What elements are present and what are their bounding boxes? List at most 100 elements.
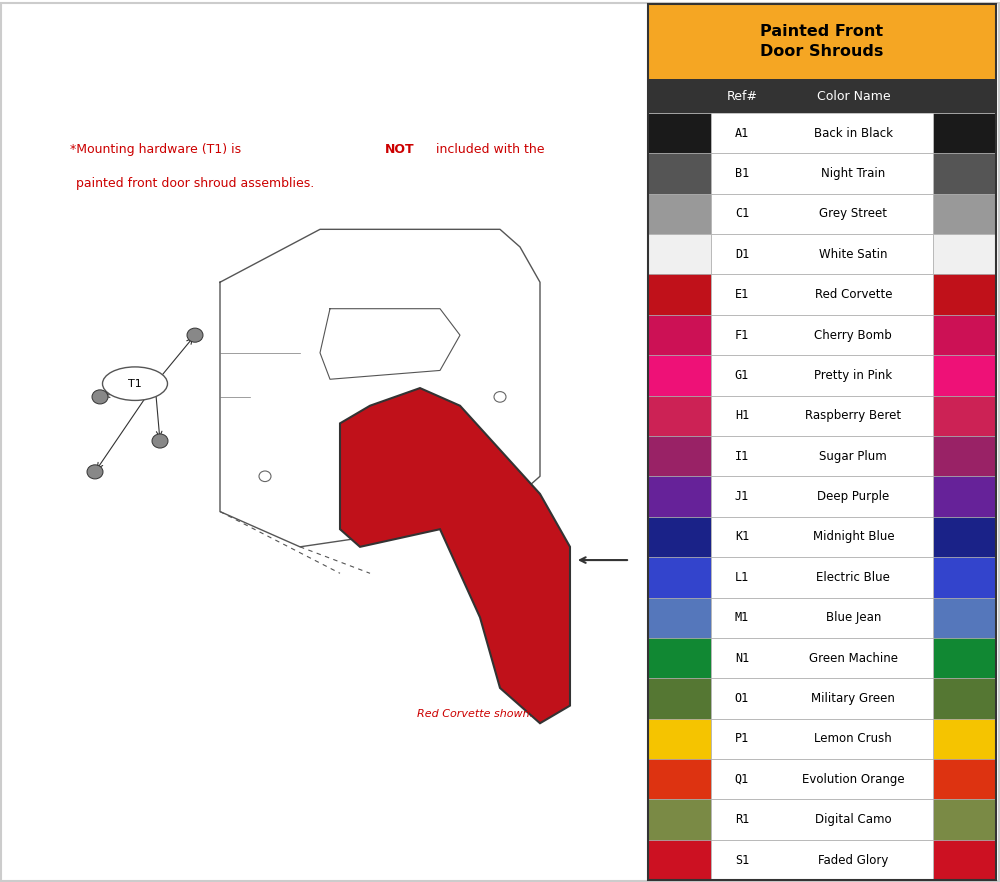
FancyBboxPatch shape xyxy=(711,840,933,880)
FancyBboxPatch shape xyxy=(648,476,711,517)
FancyBboxPatch shape xyxy=(648,638,711,678)
FancyBboxPatch shape xyxy=(933,597,996,638)
Text: Green Machine: Green Machine xyxy=(809,652,898,665)
FancyBboxPatch shape xyxy=(648,719,711,759)
FancyBboxPatch shape xyxy=(711,678,933,719)
FancyBboxPatch shape xyxy=(711,476,933,517)
FancyBboxPatch shape xyxy=(711,234,933,274)
Circle shape xyxy=(92,390,108,404)
Text: A1: A1 xyxy=(735,127,749,139)
FancyBboxPatch shape xyxy=(648,597,711,638)
FancyBboxPatch shape xyxy=(933,113,996,153)
Text: Midnight Blue: Midnight Blue xyxy=(813,530,894,543)
Text: O1: O1 xyxy=(735,692,749,705)
Text: painted front door shroud assemblies.: painted front door shroud assemblies. xyxy=(76,177,314,190)
Text: Painted Front
Door Shrouds: Painted Front Door Shrouds xyxy=(760,25,884,59)
Text: Military Green: Military Green xyxy=(811,692,895,705)
FancyBboxPatch shape xyxy=(648,315,711,355)
FancyBboxPatch shape xyxy=(648,194,711,234)
Text: M1: M1 xyxy=(735,611,749,624)
Circle shape xyxy=(152,434,168,448)
Text: R1: R1 xyxy=(735,813,749,826)
Text: I1: I1 xyxy=(735,450,749,463)
Text: N1: N1 xyxy=(735,652,749,665)
Circle shape xyxy=(87,465,103,479)
Text: Digital Camo: Digital Camo xyxy=(815,813,892,826)
FancyBboxPatch shape xyxy=(711,517,933,557)
Text: Raspberry Beret: Raspberry Beret xyxy=(805,409,901,422)
Text: Blue Jean: Blue Jean xyxy=(826,611,881,624)
FancyBboxPatch shape xyxy=(711,799,933,840)
FancyBboxPatch shape xyxy=(648,274,711,315)
Text: H1: H1 xyxy=(735,409,749,422)
FancyBboxPatch shape xyxy=(711,719,933,759)
FancyBboxPatch shape xyxy=(648,153,711,194)
FancyBboxPatch shape xyxy=(933,436,996,476)
Text: included with the: included with the xyxy=(432,144,544,156)
Text: B1: B1 xyxy=(735,167,749,180)
Text: E1: E1 xyxy=(735,288,749,301)
FancyBboxPatch shape xyxy=(711,436,933,476)
Text: Red Corvette: Red Corvette xyxy=(815,288,892,301)
FancyBboxPatch shape xyxy=(711,274,933,315)
Polygon shape xyxy=(340,388,570,723)
Text: Lemon Crush: Lemon Crush xyxy=(814,732,892,745)
Text: S1: S1 xyxy=(735,854,749,866)
FancyBboxPatch shape xyxy=(933,194,996,234)
Circle shape xyxy=(187,328,203,342)
FancyBboxPatch shape xyxy=(648,799,711,840)
FancyBboxPatch shape xyxy=(711,315,933,355)
FancyBboxPatch shape xyxy=(648,436,711,476)
FancyBboxPatch shape xyxy=(933,274,996,315)
Text: Color Name: Color Name xyxy=(817,90,890,102)
FancyBboxPatch shape xyxy=(711,113,933,153)
FancyBboxPatch shape xyxy=(711,597,933,638)
Text: NOT: NOT xyxy=(385,144,415,156)
Text: P1: P1 xyxy=(735,732,749,745)
Text: Faded Glory: Faded Glory xyxy=(818,854,889,866)
FancyBboxPatch shape xyxy=(711,557,933,597)
Text: Pretty in Pink: Pretty in Pink xyxy=(814,369,892,382)
Text: G1: G1 xyxy=(735,369,749,382)
FancyBboxPatch shape xyxy=(648,759,711,799)
Text: Grey Street: Grey Street xyxy=(819,207,887,220)
FancyBboxPatch shape xyxy=(933,517,996,557)
FancyBboxPatch shape xyxy=(648,79,996,113)
Text: *Mounting hardware (T1) is: *Mounting hardware (T1) is xyxy=(70,144,245,156)
Text: J1: J1 xyxy=(735,490,749,503)
Text: Ref#: Ref# xyxy=(726,90,757,102)
Text: D1: D1 xyxy=(735,248,749,261)
FancyBboxPatch shape xyxy=(933,557,996,597)
Text: White Satin: White Satin xyxy=(819,248,888,261)
Text: Evolution Orange: Evolution Orange xyxy=(802,773,905,786)
FancyBboxPatch shape xyxy=(648,234,711,274)
FancyBboxPatch shape xyxy=(711,759,933,799)
Text: Electric Blue: Electric Blue xyxy=(816,571,890,584)
Text: F1: F1 xyxy=(735,328,749,341)
FancyBboxPatch shape xyxy=(648,396,711,436)
Text: K1: K1 xyxy=(735,530,749,543)
Text: Night Train: Night Train xyxy=(821,167,885,180)
Text: Cherry Bomb: Cherry Bomb xyxy=(814,328,892,341)
FancyBboxPatch shape xyxy=(711,638,933,678)
FancyBboxPatch shape xyxy=(933,396,996,436)
Text: C1: C1 xyxy=(735,207,749,220)
Text: Back in Black: Back in Black xyxy=(814,127,893,139)
Ellipse shape xyxy=(103,367,168,400)
FancyBboxPatch shape xyxy=(648,678,711,719)
FancyBboxPatch shape xyxy=(933,153,996,194)
Text: Sugar Plum: Sugar Plum xyxy=(819,450,887,463)
FancyBboxPatch shape xyxy=(711,355,933,396)
Text: Q1: Q1 xyxy=(735,773,749,786)
FancyBboxPatch shape xyxy=(933,719,996,759)
Text: Red Corvette shown.: Red Corvette shown. xyxy=(417,709,533,720)
FancyBboxPatch shape xyxy=(648,355,711,396)
FancyBboxPatch shape xyxy=(648,113,711,153)
FancyBboxPatch shape xyxy=(933,315,996,355)
FancyBboxPatch shape xyxy=(711,396,933,436)
FancyBboxPatch shape xyxy=(933,799,996,840)
FancyBboxPatch shape xyxy=(933,678,996,719)
FancyBboxPatch shape xyxy=(933,840,996,880)
FancyBboxPatch shape xyxy=(648,840,711,880)
FancyBboxPatch shape xyxy=(933,638,996,678)
